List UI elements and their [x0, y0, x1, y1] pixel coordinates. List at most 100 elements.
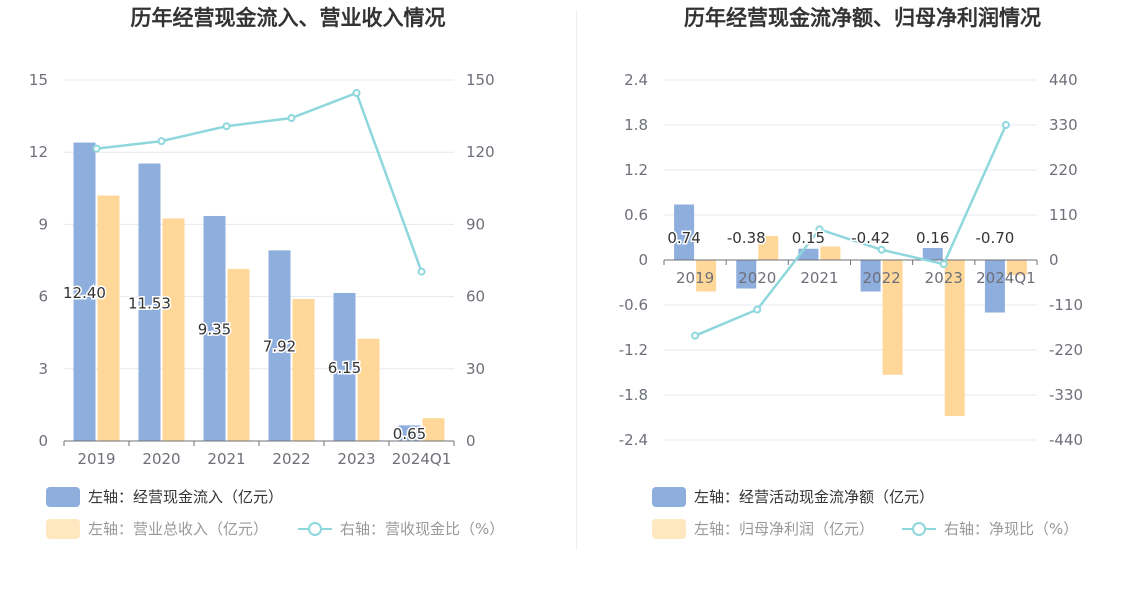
bar-secondary — [292, 299, 315, 441]
right-axis-tick: 440 — [1049, 71, 1078, 89]
left-axis-tick: 12 — [29, 143, 48, 161]
right-chart-panel: 历年经营现金流净额、归母净利润情况 -2.4 -1.8 -1.2 -0.6 0 0.6 1.… — [577, 0, 1148, 589]
left-chart-panel: 历年经营现金流入、营业收入情况 0 3 6 9 12 15 0 30 60 90 120 150 201… — [29, 6, 504, 539]
legend-label-revenue: 左轴：营业总收入（亿元） — [88, 520, 269, 538]
left-chart-title: 历年经营现金流入、营业收入情况 — [130, 6, 446, 30]
x-axis-label: 2021 — [207, 450, 245, 468]
bar-secondary — [758, 236, 779, 260]
bar-value-label: 6.15 — [328, 359, 361, 377]
legend-line-icon — [902, 519, 936, 539]
x-axis-label: 2021 — [800, 269, 838, 287]
legend-label-netflow: 左轴：经营活动现金流净额（亿元） — [694, 488, 935, 506]
left-axis-tick: 0.6 — [624, 206, 648, 224]
bar-primary — [860, 260, 881, 292]
legend-label-inflow: 左轴：经营现金流入（亿元） — [88, 488, 284, 506]
left-axis-tick: 15 — [29, 71, 48, 89]
left-axis-tick: -1.2 — [619, 341, 648, 359]
left-axis-tick: 2.4 — [624, 71, 648, 89]
bar-primary — [73, 142, 96, 441]
ratio-point — [157, 137, 166, 146]
right-axis-tick: 150 — [466, 71, 495, 89]
ratio-point — [691, 331, 700, 340]
left-legend-item-revenue[interactable]: 左轴：营业总收入（亿元） — [46, 518, 268, 539]
legend-swatch-inflow — [46, 486, 80, 507]
ratio-point — [1001, 121, 1010, 129]
bar-value-label: 0.16 — [916, 229, 949, 247]
x-axis-label: 2022 — [862, 269, 900, 287]
bar-value-label: 0.74 — [667, 229, 700, 247]
x-axis-label: 2024Q1 — [392, 450, 452, 468]
right-axis-tick: 30 — [466, 360, 485, 378]
x-axis-label: 2019 — [77, 450, 115, 468]
ratio-line — [694, 124, 1008, 337]
right-legend-item-ratio[interactable]: 右轴：净现比（%） — [902, 518, 1078, 539]
right-chart-title: 历年经营现金流净额、归母净利润情况 — [684, 6, 1041, 30]
ratio-point — [287, 114, 296, 123]
legend-label-profit: 左轴：归母净利润（亿元） — [694, 520, 875, 538]
x-axis-label: 2024Q1 — [976, 269, 1036, 287]
legend-label-net-ratio: 右轴：净现比（%） — [944, 520, 1079, 538]
ratio-point — [222, 122, 231, 131]
right-chart-plot: -2.4 -1.8 -1.2 -0.6 0 0.6 1.2 1.8 2.4 -440 -330 -22… — [619, 71, 1083, 449]
bar-primary — [922, 248, 943, 260]
bar-secondary — [820, 246, 841, 260]
left-axis-tick: -1.8 — [619, 386, 648, 404]
left-axis-tick: 0 — [38, 432, 48, 450]
right-legend-item-profit[interactable]: 左轴：归母净利润（亿元） — [652, 518, 874, 539]
ratio-point — [939, 260, 948, 269]
bar-secondary — [97, 195, 120, 441]
bar-secondary — [696, 260, 717, 292]
x-axis-label: 2019 — [676, 269, 714, 287]
right-axis-tick: 110 — [1049, 206, 1078, 224]
legend-swatch-profit — [652, 518, 686, 539]
bar-primary — [333, 292, 356, 441]
right-axis-tick: 0 — [466, 432, 476, 450]
right-legend-item-netflow[interactable]: 左轴：经营活动现金流净额（亿元） — [652, 486, 934, 507]
right-axis-tick: 90 — [466, 215, 485, 233]
x-axis-label: 2022 — [272, 450, 310, 468]
ratio-point — [92, 144, 101, 153]
left-axis-tick: -2.4 — [619, 431, 648, 449]
bar-secondary — [944, 260, 965, 416]
left-legend-item-inflow[interactable]: 左轴：经营现金流入（亿元） — [46, 486, 283, 507]
right-axis-tick: 330 — [1049, 116, 1078, 134]
right-axis-tick: -330 — [1049, 386, 1083, 404]
left-axis-tick: 6 — [38, 288, 48, 306]
bar-secondary — [422, 418, 445, 441]
left-legend-item-ratio[interactable]: 右轴：营收现金比（%） — [298, 518, 504, 539]
ratio-point — [877, 245, 886, 254]
left-axis-tick: -0.6 — [619, 296, 648, 314]
panel-divider — [576, 10, 577, 550]
bar-value-label: 0.65 — [393, 425, 426, 443]
right-axis-tick: 0 — [1049, 251, 1059, 269]
legend-line-icon — [298, 519, 332, 539]
ratio-point — [352, 88, 361, 97]
legend-swatch-netflow — [652, 486, 686, 507]
bar-primary — [984, 260, 1005, 313]
bar-primary — [798, 248, 819, 260]
bar-primary — [398, 425, 421, 441]
x-axis-label: 2023 — [925, 269, 963, 287]
bar-value-label: 11.53 — [128, 294, 171, 312]
legend-swatch-revenue — [46, 518, 80, 539]
bar-primary — [674, 204, 695, 260]
bar-secondary — [162, 218, 185, 441]
bar-primary — [736, 260, 757, 289]
x-axis-label: 2023 — [337, 450, 375, 468]
left-axis-tick: 1.8 — [624, 116, 648, 134]
ratio-point — [417, 267, 426, 276]
x-axis-label: 2020 — [142, 450, 180, 468]
bar-value-label: -0.70 — [976, 229, 1015, 247]
bar-secondary — [227, 268, 250, 441]
bar-secondary — [882, 260, 903, 375]
left-axis-tick: 0 — [638, 251, 648, 269]
bar-primary — [268, 250, 291, 441]
bar-value-label: 0.15 — [792, 229, 825, 247]
bar-primary — [138, 163, 161, 441]
right-axis-tick: 120 — [466, 143, 495, 161]
right-axis-tick: 220 — [1049, 161, 1078, 179]
right-axis-tick: -110 — [1049, 296, 1083, 314]
left-axis-tick: 3 — [38, 360, 48, 378]
bar-secondary — [1006, 260, 1027, 275]
